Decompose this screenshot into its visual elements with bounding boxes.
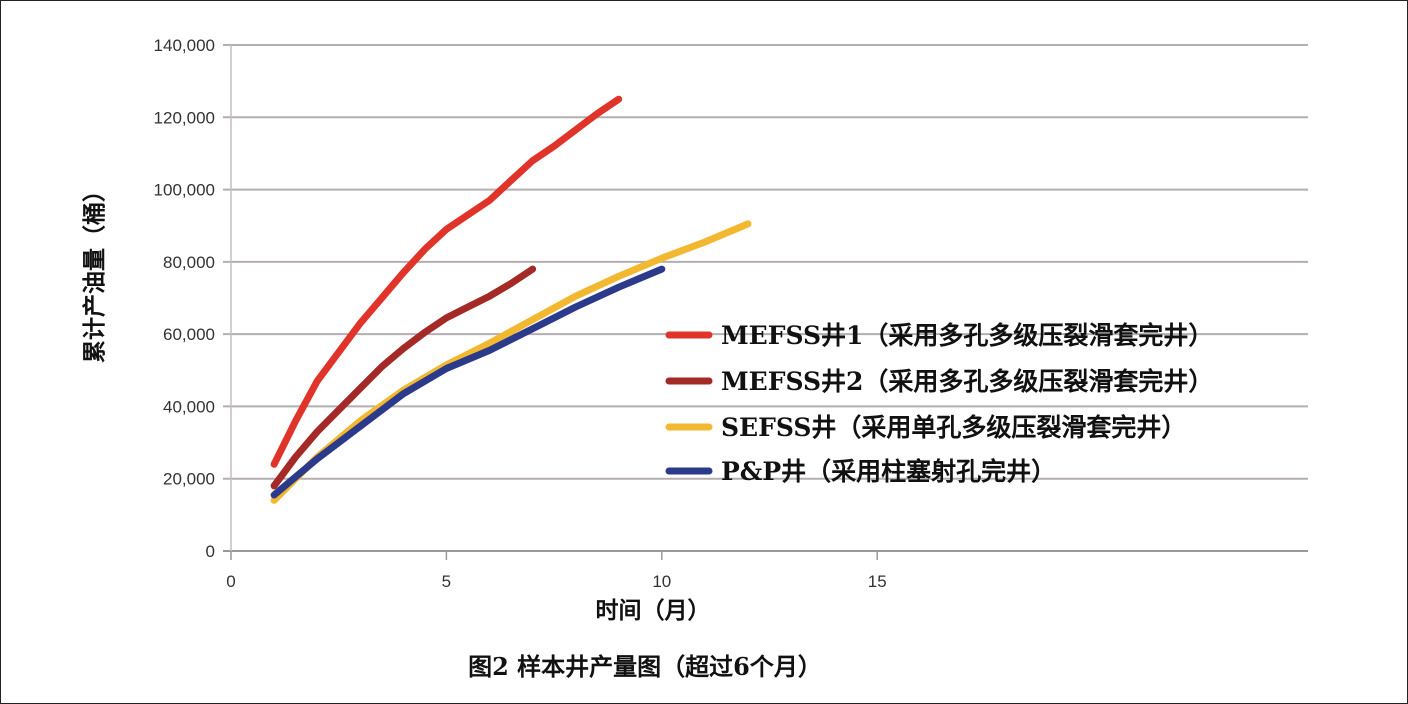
series-line-3 (270, 220, 752, 504)
x-tick-label: 5 (442, 572, 451, 591)
x-tick-label: 0 (226, 572, 235, 591)
x-axis-label: 时间（月） (596, 597, 711, 624)
x-tick-label: 15 (868, 572, 887, 591)
figure-caption: 图2 样本井产量图（超过6个月） (468, 652, 822, 681)
y-tick-label: 0 (206, 542, 215, 561)
series-line-2 (270, 265, 537, 490)
tick-labels: 0 20,000 40,000 60,000 80,000 100,000 120,000 1… (154, 36, 887, 591)
x-tick-label: 10 (652, 572, 671, 591)
legend-label-4: P&P井（采用柱塞射孔完井） (721, 457, 1056, 486)
y-tick-label: 40,000 (163, 397, 215, 416)
y-axis-label: 累计产油量（桶） (81, 179, 108, 363)
y-tick-label: 60,000 (163, 325, 215, 344)
series-line-4 (270, 265, 666, 499)
y-tick-label: 120,000 (154, 108, 215, 127)
series-lines (270, 95, 752, 504)
y-tick-label: 140,000 (154, 36, 215, 55)
legend-label-1: MEFSS井1（采用多孔多级压裂滑套完井） (721, 321, 1213, 350)
legend: MEFSS井1（采用多孔多级压裂滑套完井） MEFSS井2（采用多孔多级压裂滑套完… (665, 321, 1213, 486)
gridlines (223, 44, 1308, 560)
y-tick-label: 100,000 (154, 181, 215, 200)
production-chart: 0 20,000 40,000 60,000 80,000 100,000 120,000 1… (81, 36, 1308, 624)
y-tick-label: 20,000 (163, 470, 215, 489)
legend-label-2: MEFSS井2（采用多孔多级压裂滑套完井） (721, 367, 1213, 396)
series-line-1 (270, 95, 623, 468)
legend-label-3: SEFSS井（采用单孔多级压裂滑套完井） (721, 413, 1186, 442)
y-tick-label: 80,000 (163, 253, 215, 272)
